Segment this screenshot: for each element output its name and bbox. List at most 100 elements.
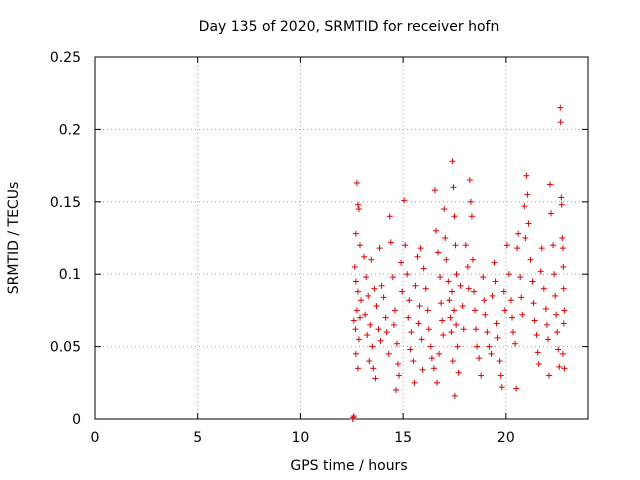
data-point xyxy=(399,288,406,295)
y-tick-label: 0.15 xyxy=(50,195,81,211)
grid-lines xyxy=(95,57,588,419)
data-point xyxy=(364,332,371,339)
data-point xyxy=(370,365,377,372)
data-point xyxy=(473,326,480,333)
data-point xyxy=(462,242,469,249)
data-point xyxy=(524,191,531,198)
data-point xyxy=(427,343,434,350)
data-point xyxy=(468,213,475,220)
data-point xyxy=(355,336,362,343)
data-point xyxy=(530,300,537,307)
data-point xyxy=(465,285,472,292)
data-point xyxy=(518,294,525,301)
data-point xyxy=(533,332,540,339)
data-point xyxy=(417,245,424,252)
data-point xyxy=(469,256,476,263)
data-point xyxy=(430,365,437,372)
data-point xyxy=(393,340,400,347)
data-point xyxy=(534,349,541,356)
data-point xyxy=(558,201,565,208)
data-point xyxy=(472,307,479,314)
data-point xyxy=(432,227,439,234)
data-point xyxy=(443,256,450,263)
data-point xyxy=(460,326,467,333)
data-point xyxy=(538,245,545,252)
data-point xyxy=(501,307,508,314)
data-point xyxy=(467,198,474,205)
data-point xyxy=(446,297,453,304)
data-point xyxy=(439,317,446,324)
data-point xyxy=(387,239,394,246)
data-point xyxy=(546,181,553,188)
data-point xyxy=(535,360,542,367)
data-point xyxy=(559,245,566,252)
data-point xyxy=(352,278,359,285)
data-point xyxy=(373,303,380,310)
data-point xyxy=(453,271,460,278)
data-point xyxy=(410,358,417,365)
data-point xyxy=(445,278,452,285)
data-point xyxy=(529,278,536,285)
data-point xyxy=(480,274,487,281)
data-point xyxy=(513,385,520,392)
data-point xyxy=(555,346,562,353)
data-point xyxy=(551,271,558,278)
data-point xyxy=(419,366,426,373)
data-point xyxy=(368,256,375,263)
data-point xyxy=(455,369,462,376)
data-point xyxy=(355,206,362,213)
data-point xyxy=(478,372,485,379)
data-point xyxy=(367,321,374,328)
data-point xyxy=(558,194,565,201)
data-point xyxy=(560,285,567,292)
data-point xyxy=(548,210,555,217)
data-point xyxy=(507,297,514,304)
data-point xyxy=(481,297,488,304)
y-axis-label: SRMTID / TECUs xyxy=(6,182,22,295)
data-point xyxy=(491,259,498,266)
data-point xyxy=(451,213,458,220)
data-point xyxy=(451,307,458,314)
data-point xyxy=(451,392,458,399)
data-point xyxy=(385,350,392,357)
data-point xyxy=(412,282,419,289)
data-point xyxy=(489,292,496,299)
y-tick-label: 0 xyxy=(72,412,81,428)
data-point xyxy=(553,311,560,318)
data-point xyxy=(390,321,397,328)
data-point xyxy=(418,336,425,343)
data-point xyxy=(482,311,489,318)
data-point xyxy=(554,329,561,336)
data-point xyxy=(494,334,501,341)
data-point xyxy=(544,336,551,343)
data-point xyxy=(386,213,393,220)
data-point xyxy=(543,321,550,328)
data-point xyxy=(560,263,567,270)
data-point xyxy=(408,329,415,336)
data-point xyxy=(488,350,495,357)
y-tick-label: 0.05 xyxy=(50,340,81,356)
data-point xyxy=(353,179,360,186)
data-point xyxy=(350,414,357,421)
data-point xyxy=(498,384,505,391)
data-point xyxy=(497,372,504,379)
data-point xyxy=(376,245,383,252)
data-point xyxy=(405,314,412,321)
data-point xyxy=(550,242,557,249)
data-point xyxy=(559,235,566,241)
data-point xyxy=(486,343,493,350)
data-point xyxy=(392,387,399,394)
data-point xyxy=(398,259,405,266)
data-point xyxy=(383,329,390,336)
data-point xyxy=(436,350,443,357)
data-point xyxy=(454,343,461,350)
x-tick-label: 0 xyxy=(91,430,100,446)
x-tick-label: 10 xyxy=(292,430,310,446)
data-point xyxy=(523,172,530,179)
data-point xyxy=(365,292,372,299)
data-point xyxy=(500,288,507,295)
data-point xyxy=(552,292,559,299)
data-point xyxy=(515,230,522,237)
data-point xyxy=(369,343,376,350)
plot-frame xyxy=(94,56,589,420)
